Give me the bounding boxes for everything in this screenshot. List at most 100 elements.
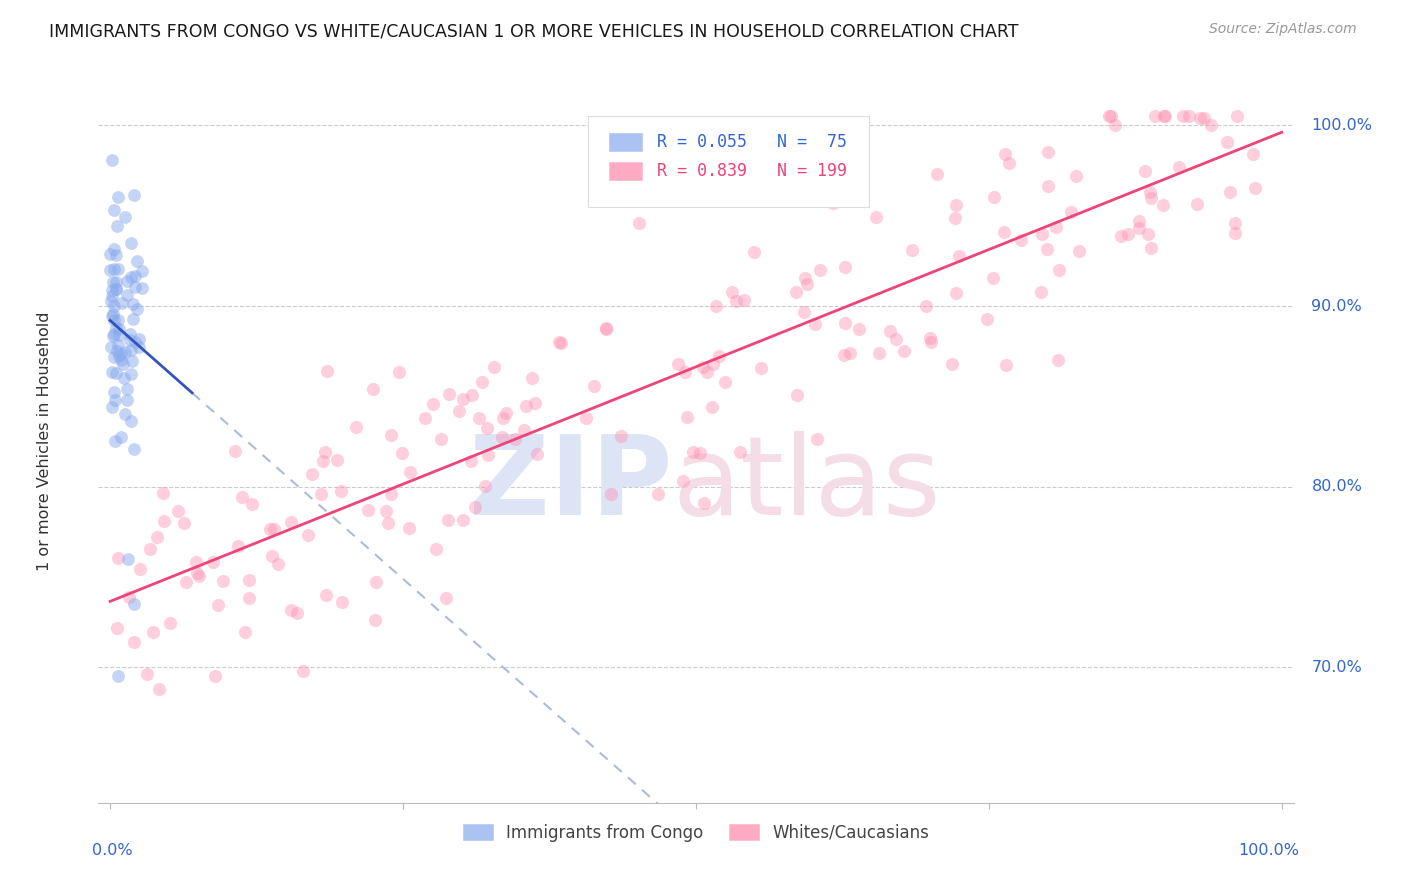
Immigrants from Congo <box>114 371 136 385</box>
Whites/Caucasians <box>793 305 815 319</box>
Whites/Caucasians <box>547 334 569 349</box>
Whites/Caucasians <box>868 346 890 360</box>
Whites/Caucasians <box>983 190 1005 204</box>
Immigrants from Congo <box>120 343 142 358</box>
Whites/Caucasians <box>749 361 772 376</box>
Immigrants from Congo <box>107 337 129 351</box>
Whites/Caucasians <box>301 467 323 481</box>
Immigrants from Congo <box>100 341 122 355</box>
Whites/Caucasians <box>696 365 718 379</box>
Whites/Caucasians <box>804 318 827 332</box>
Whites/Caucasians <box>388 365 411 379</box>
Whites/Caucasians <box>943 211 966 225</box>
Whites/Caucasians <box>647 487 669 501</box>
Whites/Caucasians <box>422 396 444 410</box>
Whites/Caucasians <box>865 210 887 224</box>
Whites/Caucasians <box>315 588 337 602</box>
Whites/Caucasians <box>326 452 349 467</box>
Whites/Caucasians <box>673 366 696 380</box>
Whites/Caucasians <box>1153 109 1175 123</box>
Whites/Caucasians <box>357 502 380 516</box>
Whites/Caucasians <box>575 411 598 425</box>
Whites/Caucasians <box>146 530 169 544</box>
Whites/Caucasians <box>1140 191 1163 205</box>
Whites/Caucasians <box>238 573 260 587</box>
Whites/Caucasians <box>609 429 631 443</box>
Whites/Caucasians <box>682 445 704 459</box>
Whites/Caucasians <box>330 595 353 609</box>
Whites/Caucasians <box>1060 204 1083 219</box>
Whites/Caucasians <box>994 146 1017 161</box>
Immigrants from Congo <box>104 275 127 289</box>
Whites/Caucasians <box>491 430 513 444</box>
Whites/Caucasians <box>918 331 941 345</box>
Immigrants from Congo <box>103 326 125 341</box>
Whites/Caucasians <box>713 375 735 389</box>
Whites/Caucasians <box>1104 119 1126 133</box>
Whites/Caucasians <box>468 411 491 425</box>
Immigrants from Congo <box>103 262 125 277</box>
Whites/Caucasians <box>503 432 526 446</box>
Whites/Caucasians <box>993 226 1015 240</box>
Whites/Caucasians <box>998 156 1021 170</box>
Whites/Caucasians <box>425 541 447 556</box>
FancyBboxPatch shape <box>609 133 643 151</box>
Whites/Caucasians <box>1168 161 1191 175</box>
Whites/Caucasians <box>280 515 302 529</box>
Immigrants from Congo <box>122 442 145 456</box>
Whites/Caucasians <box>391 445 413 459</box>
Whites/Caucasians <box>513 423 536 437</box>
FancyBboxPatch shape <box>589 117 869 207</box>
Immigrants from Congo <box>107 261 129 276</box>
Immigrants from Congo <box>101 328 124 343</box>
Immigrants from Congo <box>107 321 129 335</box>
Whites/Caucasians <box>1099 109 1122 123</box>
Immigrants from Congo <box>101 153 124 167</box>
Immigrants from Congo <box>104 283 127 297</box>
Whites/Caucasians <box>263 523 285 537</box>
Immigrants from Congo <box>125 301 148 316</box>
Whites/Caucasians <box>879 324 901 338</box>
Whites/Caucasians <box>672 474 695 488</box>
Immigrants from Congo <box>100 400 122 414</box>
Immigrants from Congo <box>122 597 145 611</box>
Whites/Caucasians <box>1047 353 1070 368</box>
Immigrants from Congo <box>111 295 134 310</box>
Whites/Caucasians <box>1036 179 1059 194</box>
Whites/Caucasians <box>135 666 157 681</box>
Whites/Caucasians <box>259 522 281 536</box>
Text: 80.0%: 80.0% <box>1312 479 1362 494</box>
Whites/Caucasians <box>363 613 385 627</box>
Immigrants from Congo <box>103 275 125 289</box>
Whites/Caucasians <box>139 541 162 556</box>
Whites/Caucasians <box>1064 169 1087 183</box>
Whites/Caucasians <box>948 249 970 263</box>
Whites/Caucasians <box>361 382 384 396</box>
Immigrants from Congo <box>115 382 138 396</box>
Immigrants from Congo <box>120 270 142 285</box>
Immigrants from Congo <box>100 283 122 297</box>
Whites/Caucasians <box>309 487 332 501</box>
Immigrants from Congo <box>128 340 150 354</box>
Whites/Caucasians <box>315 363 337 377</box>
Whites/Caucasians <box>628 216 651 230</box>
Immigrants from Congo <box>121 354 143 368</box>
Immigrants from Congo <box>120 235 142 250</box>
Whites/Caucasians <box>495 406 517 420</box>
Whites/Caucasians <box>884 332 907 346</box>
Text: 90.0%: 90.0% <box>1312 299 1362 314</box>
Immigrants from Congo <box>104 282 127 296</box>
Immigrants from Congo <box>131 281 153 295</box>
Immigrants from Congo <box>117 552 139 566</box>
Whites/Caucasians <box>1225 227 1247 241</box>
Immigrants from Congo <box>122 312 145 326</box>
Text: 1 or more Vehicles in Household: 1 or more Vehicles in Household <box>37 312 52 571</box>
Whites/Caucasians <box>1244 181 1267 195</box>
Whites/Caucasians <box>914 299 936 313</box>
Whites/Caucasians <box>808 262 831 277</box>
Whites/Caucasians <box>728 444 751 458</box>
Legend: Immigrants from Congo, Whites/Caucasians: Immigrants from Congo, Whites/Caucasians <box>457 817 935 848</box>
Whites/Caucasians <box>1139 185 1161 199</box>
Whites/Caucasians <box>260 549 283 563</box>
Whites/Caucasians <box>550 335 572 350</box>
